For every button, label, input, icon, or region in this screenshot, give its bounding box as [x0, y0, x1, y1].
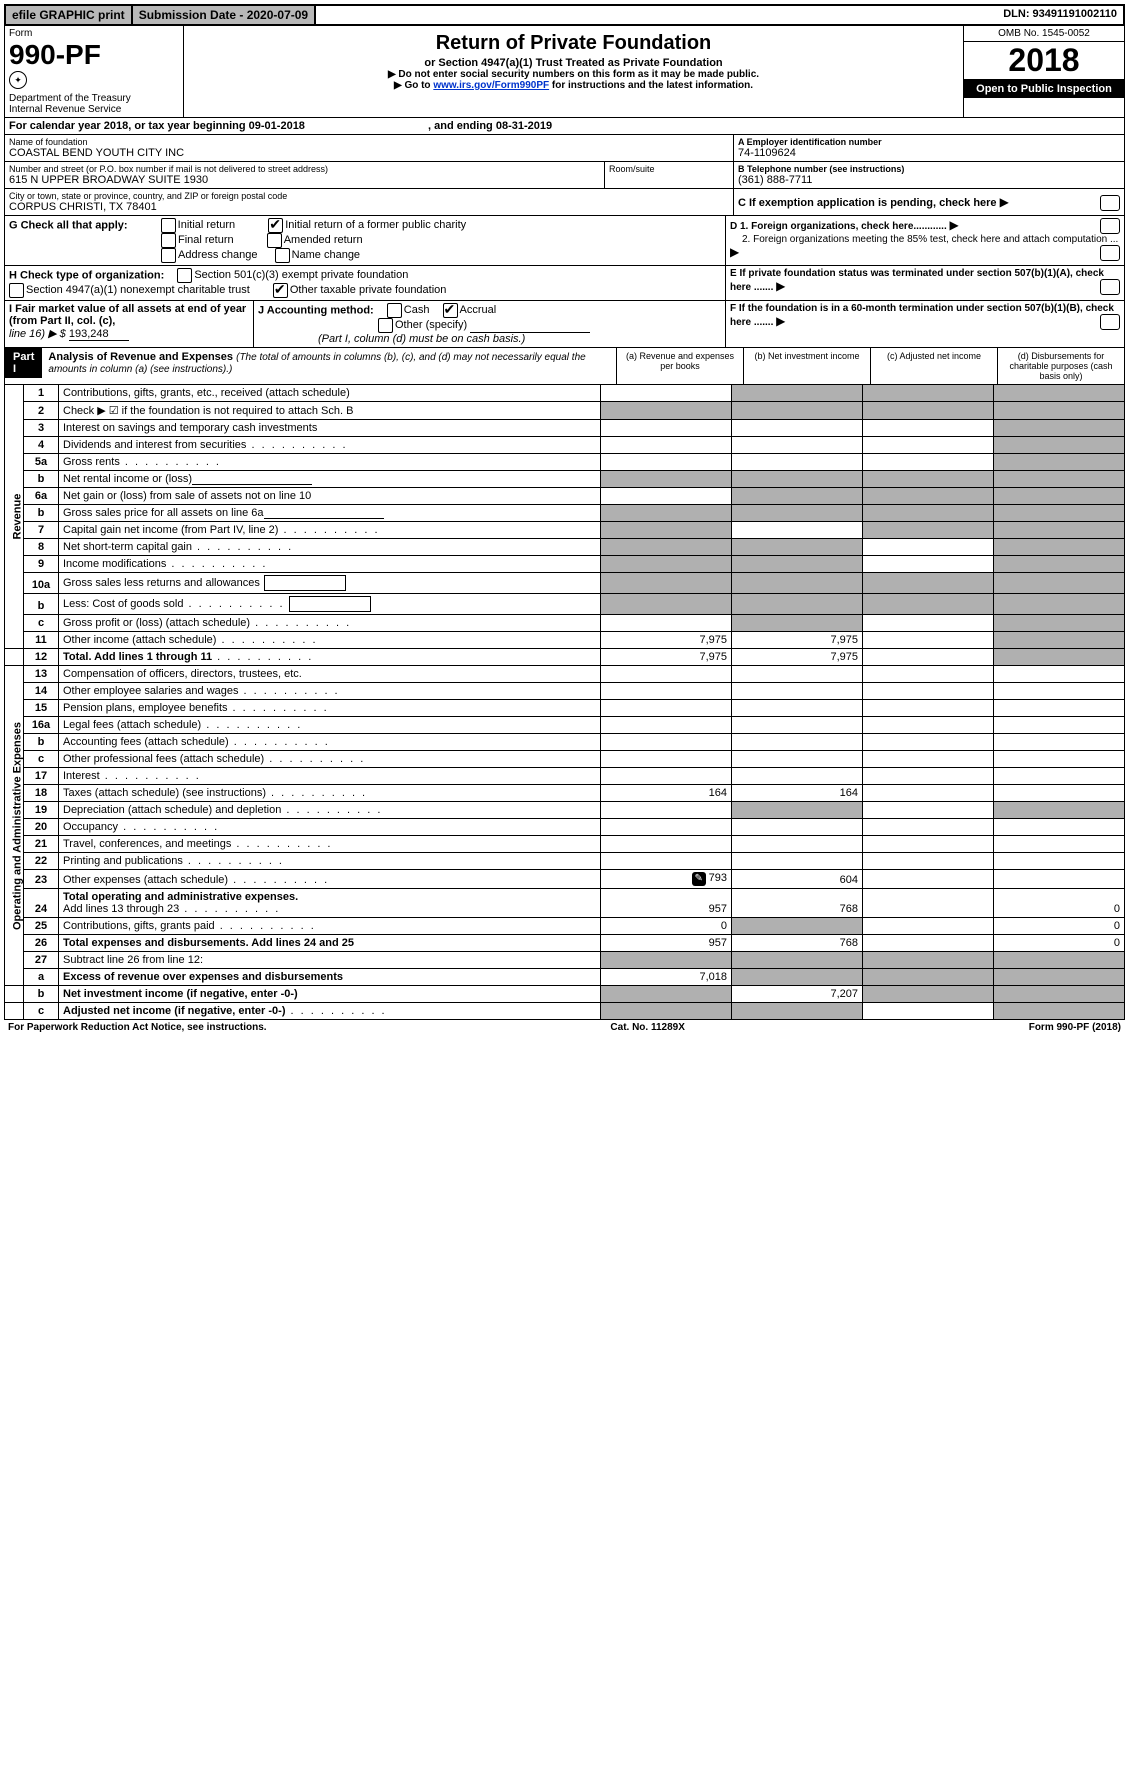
cat-no: Cat. No. 11289X: [610, 1022, 684, 1033]
part1-table: Revenue 1 Contributions, gifts, grants, …: [4, 385, 1125, 1020]
h-other-cb[interactable]: [273, 283, 288, 298]
entity-block: Name of foundation COASTAL BEND YOUTH CI…: [4, 135, 1125, 216]
city-label: City or town, state or province, country…: [9, 191, 729, 201]
addr-label: Number and street (or P.O. box number if…: [9, 164, 600, 174]
c-label: C If exemption application is pending, c…: [738, 197, 997, 209]
revenue-vert-label: Revenue: [5, 385, 24, 649]
footer: For Paperwork Reduction Act Notice, see …: [4, 1020, 1125, 1035]
j-cash-cb[interactable]: [387, 303, 402, 318]
room-label: Room/suite: [609, 164, 729, 174]
irs-link[interactable]: www.irs.gov/Form990PF: [433, 80, 549, 91]
j-accrual-cb[interactable]: [443, 303, 458, 318]
expenses-vert-label: Operating and Administrative Expenses: [5, 666, 24, 986]
goto-note: ▶ Go to www.irs.gov/Form990PF for instru…: [188, 80, 959, 91]
c-checkbox[interactable]: [1100, 195, 1120, 211]
g-former-cb[interactable]: [268, 218, 283, 233]
i-label: I Fair market value of all assets at end…: [9, 303, 246, 327]
form-footer: Form 990-PF (2018): [1029, 1022, 1121, 1033]
g-final-cb[interactable]: [161, 233, 176, 248]
calendar-year-row: For calendar year 2018, or tax year begi…: [4, 118, 1125, 135]
ein-value: 74-1109624: [738, 147, 1120, 159]
name-label: Name of foundation: [9, 137, 729, 147]
ein-label: A Employer identification number: [738, 137, 1120, 147]
d2-cb[interactable]: [1100, 245, 1120, 261]
j-other-cb[interactable]: [378, 318, 393, 333]
open-public: Open to Public Inspection: [964, 80, 1124, 98]
form-word: Form: [9, 28, 179, 39]
irs-seal-icon: ✦: [9, 71, 27, 89]
g-name-cb[interactable]: [275, 248, 290, 263]
g-initial-cb[interactable]: [161, 218, 176, 233]
paperwork-notice: For Paperwork Reduction Act Notice, see …: [8, 1022, 267, 1033]
e-cb[interactable]: [1100, 279, 1120, 295]
g-amended-cb[interactable]: [267, 233, 282, 248]
col-b-header: (b) Net investment income: [743, 348, 870, 384]
top-bar: efile GRAPHIC print Submission Date - 20…: [4, 4, 1125, 26]
d1-cb[interactable]: [1100, 218, 1120, 234]
form-title: Return of Private Foundation: [188, 32, 959, 55]
address: 615 N UPPER BROADWAY SUITE 1930: [9, 174, 600, 186]
part1-title: Analysis of Revenue and Expenses: [48, 351, 233, 363]
h-501c3-cb[interactable]: [177, 268, 192, 283]
col-d-header: (d) Disbursements for charitable purpose…: [997, 348, 1124, 384]
tax-year: 2018: [964, 42, 1124, 80]
e-label: E If private foundation status was termi…: [730, 268, 1104, 293]
f-cb[interactable]: [1100, 314, 1120, 330]
phone-value: (361) 888-7711: [738, 174, 1120, 186]
h-4947-cb[interactable]: [9, 283, 24, 298]
dln-label: DLN: 93491191002110: [997, 6, 1123, 24]
g-label: G Check all that apply:: [9, 219, 128, 231]
city-state-zip: CORPUS CHRISTI, TX 78401: [9, 201, 729, 213]
dept-treasury: Department of the Treasury: [9, 93, 179, 104]
d2-label: 2. Foreign organizations meeting the 85%…: [730, 234, 1118, 245]
col-a-header: (a) Revenue and expenses per books: [616, 348, 743, 384]
i-j-f-row: I Fair market value of all assets at end…: [4, 301, 1125, 348]
h-label: H Check type of organization:: [9, 269, 164, 281]
part1-label: Part I: [5, 348, 42, 378]
j-note: (Part I, column (d) must be on cash basi…: [318, 333, 525, 345]
form-header: Form 990-PF ✦ Department of the Treasury…: [4, 26, 1125, 118]
form-subtitle: or Section 4947(a)(1) Trust Treated as P…: [188, 57, 959, 69]
h-e-row: H Check type of organization: Section 50…: [4, 266, 1125, 301]
ssn-note: ▶ Do not enter social security numbers o…: [188, 69, 959, 80]
submission-date: Submission Date - 2020-07-09: [133, 6, 316, 24]
j-label: J Accounting method:: [258, 304, 374, 316]
d1-label: D 1. Foreign organizations, check here..…: [730, 221, 947, 232]
foundation-name: COASTAL BEND YOUTH CITY INC: [9, 147, 729, 159]
efile-button[interactable]: efile GRAPHIC print: [6, 6, 133, 24]
f-label: F If the foundation is in a 60-month ter…: [730, 303, 1114, 328]
attach-icon[interactable]: ✎: [692, 872, 706, 886]
col-c-header: (c) Adjusted net income: [870, 348, 997, 384]
i-line: line 16) ▶ $: [9, 328, 66, 340]
irs-label: Internal Revenue Service: [9, 104, 179, 115]
g-address-cb[interactable]: [161, 248, 176, 263]
omb-number: OMB No. 1545-0052: [964, 26, 1124, 42]
form-number: 990-PF: [9, 39, 179, 71]
phone-label: B Telephone number (see instructions): [738, 164, 1120, 174]
g-d-row: G Check all that apply: Initial return I…: [4, 216, 1125, 266]
i-value: 193,248: [69, 328, 129, 341]
part1-header-row: Part I Analysis of Revenue and Expenses …: [4, 348, 1125, 385]
